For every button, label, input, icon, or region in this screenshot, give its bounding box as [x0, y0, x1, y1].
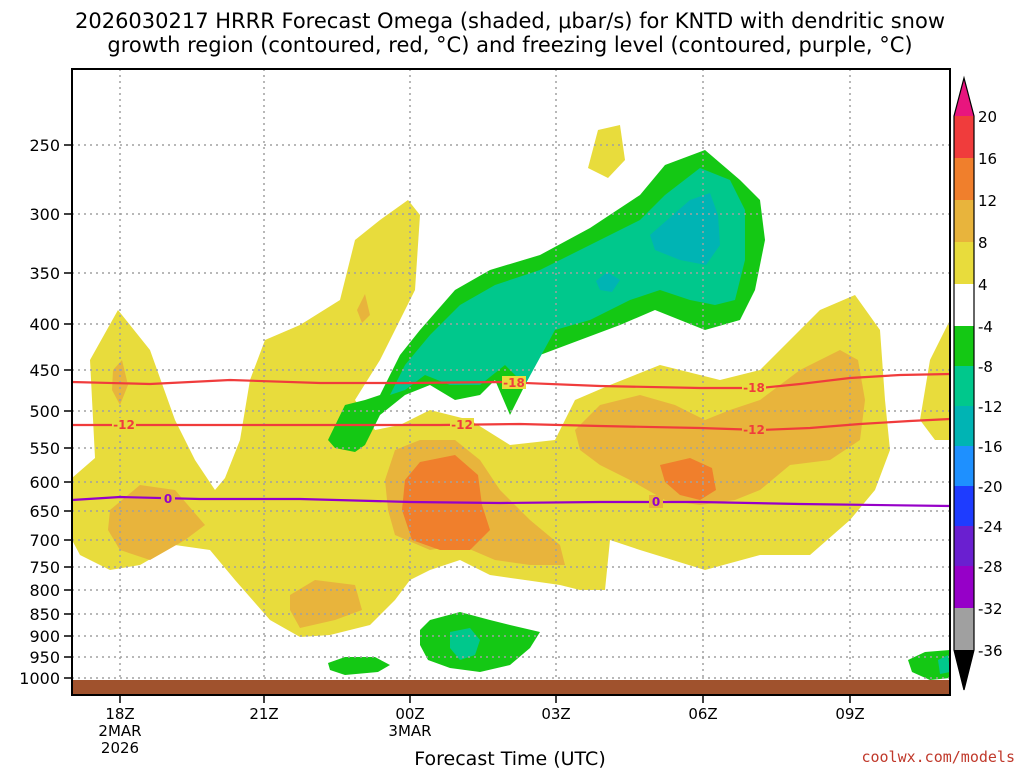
colorbar-swatch: [954, 366, 974, 406]
omega-region-minus12-main: [650, 193, 720, 265]
y-tick-label: 850: [29, 605, 60, 624]
plot-frame: [71, 68, 951, 696]
colorbar-label: -16: [978, 438, 1003, 456]
contours: [71, 372, 951, 508]
colorbar-swatch: [954, 158, 974, 200]
contour-minus12-line: [72, 417, 951, 432]
y-tick-label: 900: [29, 627, 60, 646]
contour-label-minus12-c-bg: [742, 423, 766, 436]
colorbar-swatch: [954, 116, 974, 158]
colorbar-label: -36: [978, 642, 1003, 660]
y-tick-label: 300: [29, 205, 60, 224]
colorbar-swatch-bottom-arrow: [954, 650, 974, 690]
omega-shading: [72, 125, 950, 680]
contour-label-zero-b: 0: [652, 495, 660, 509]
contour-label-minus18-a-bg: [502, 376, 526, 389]
contour-label-minus12-c: -12: [743, 423, 765, 437]
omega-region-plus4-upper: [588, 125, 625, 178]
contour-label-minus12-a: -12: [113, 418, 135, 432]
colorbar-label: 20: [978, 108, 997, 126]
colorbar-label: -8: [978, 358, 993, 376]
contour-label-zero-a: 0: [164, 492, 172, 506]
y-tick-label: 350: [29, 264, 60, 283]
colorbar: 20 16 12 8 4 -4 -8 -12 -16 -20 -24 -28 -…: [953, 75, 1003, 691]
contour-label-zero-a-bg: [161, 492, 175, 505]
y-tick-label: 250: [29, 136, 60, 155]
colorbar-swatch-top-arrow: [954, 78, 974, 116]
contour-label-zero-b-bg: [649, 495, 663, 508]
omega-region-plus8-upper-small: [357, 294, 370, 323]
colorbar-label: 4: [978, 276, 988, 294]
x-tick-label-00z: 00Z: [395, 705, 424, 723]
colorbar-swatch: [954, 608, 974, 650]
colorbar-swatch: [954, 284, 974, 326]
chart-title-line1: 2026030217 HRRR Forecast Omega (shaded, …: [75, 9, 945, 33]
contour-label-minus12-a-bg: [112, 418, 136, 431]
y-tick-label: 450: [29, 361, 60, 380]
x-axis-title: Forecast Time (UTC): [414, 748, 605, 768]
y-tick-label: 950: [29, 648, 60, 667]
x-tick-label-03z: 03Z: [541, 705, 570, 723]
contour-label-minus12-b-bg: [450, 418, 474, 431]
colorbar-swatch: [954, 200, 974, 242]
contour-label-minus12-b: -12: [451, 418, 473, 432]
y-tick-label: 750: [29, 558, 60, 577]
y-tick-label: 500: [29, 402, 60, 421]
contour-label-minus18-b: -18: [743, 381, 765, 395]
colorbar-label: 8: [978, 234, 988, 252]
omega-region-plus8-low: [290, 580, 362, 628]
omega-region-minus12-small: [596, 272, 620, 292]
x-tick-sublabel-date: 2MAR: [98, 722, 141, 740]
x-axis: 18Z 2MAR 2026 21Z 00Z 3MAR 03Z 06Z 09Z: [98, 695, 865, 757]
omega-region-plus8-right: [575, 350, 865, 505]
colorbar-outline: [953, 75, 975, 691]
colorbar-swatch: [954, 242, 974, 284]
omega-region-plus4-right: [920, 320, 950, 440]
x-tick-sublabel-year: 2026: [101, 739, 139, 757]
x-tick-label-06z: 06Z: [688, 705, 717, 723]
y-axis: 250 300 350 400 450 500 550 600 650 700 …: [19, 136, 72, 688]
colorbar-label: 16: [978, 150, 997, 168]
contour-minus18-line: [71, 372, 951, 390]
y-tick-label: 1000: [19, 669, 60, 688]
colorbar-swatch: [954, 526, 974, 566]
colorbar-swatch: [954, 486, 974, 526]
colorbar-label: -20: [978, 478, 1003, 496]
x-tick-label-21z: 21Z: [249, 705, 278, 723]
colorbar-label: 12: [978, 192, 997, 210]
contour-label-minus18-b-bg: [742, 381, 766, 394]
y-tick-label: 650: [29, 502, 60, 521]
x-tick-sublabel-date: 3MAR: [388, 722, 431, 740]
y-tick-label: 550: [29, 439, 60, 458]
omega-region-minus8-main: [390, 168, 745, 395]
colorbar-label: -24: [978, 518, 1003, 536]
colorbar-label: -4: [978, 318, 993, 336]
colorbar-swatch: [954, 566, 974, 608]
contour-zero-line: [71, 495, 951, 508]
colorbar-swatch: [954, 406, 974, 446]
chart-title-line2: growth region (contoured, red, °C) and f…: [107, 33, 912, 57]
x-tick-label-09z: 09Z: [835, 705, 864, 723]
credit-text: coolwx.com/models: [861, 748, 1015, 766]
y-tick-label: 700: [29, 531, 60, 550]
ground-terrain: [72, 680, 950, 695]
colorbar-swatch: [954, 446, 974, 486]
y-tick-label: 400: [29, 315, 60, 334]
contour-labels: -18 -18 -12 -12 -12 0 0: [112, 376, 766, 509]
colorbar-swatch: [954, 326, 974, 366]
contour-label-minus18-a: -18: [503, 376, 525, 390]
colorbar-label: -12: [978, 398, 1003, 416]
x-tick-label-18z: 18Z: [105, 705, 134, 723]
colorbar-label: -32: [978, 600, 1003, 618]
y-tick-label: 800: [29, 581, 60, 600]
omega-region-plus12-right: [660, 458, 716, 500]
omega-region-minus8-bottom-right: [938, 655, 950, 674]
omega-region-minus4-bottom-left: [328, 657, 390, 675]
omega-region-plus4-main: [72, 200, 890, 637]
colorbar-label: -28: [978, 558, 1003, 576]
omega-region-plus8-left: [108, 485, 205, 560]
y-tick-label: 600: [29, 473, 60, 492]
